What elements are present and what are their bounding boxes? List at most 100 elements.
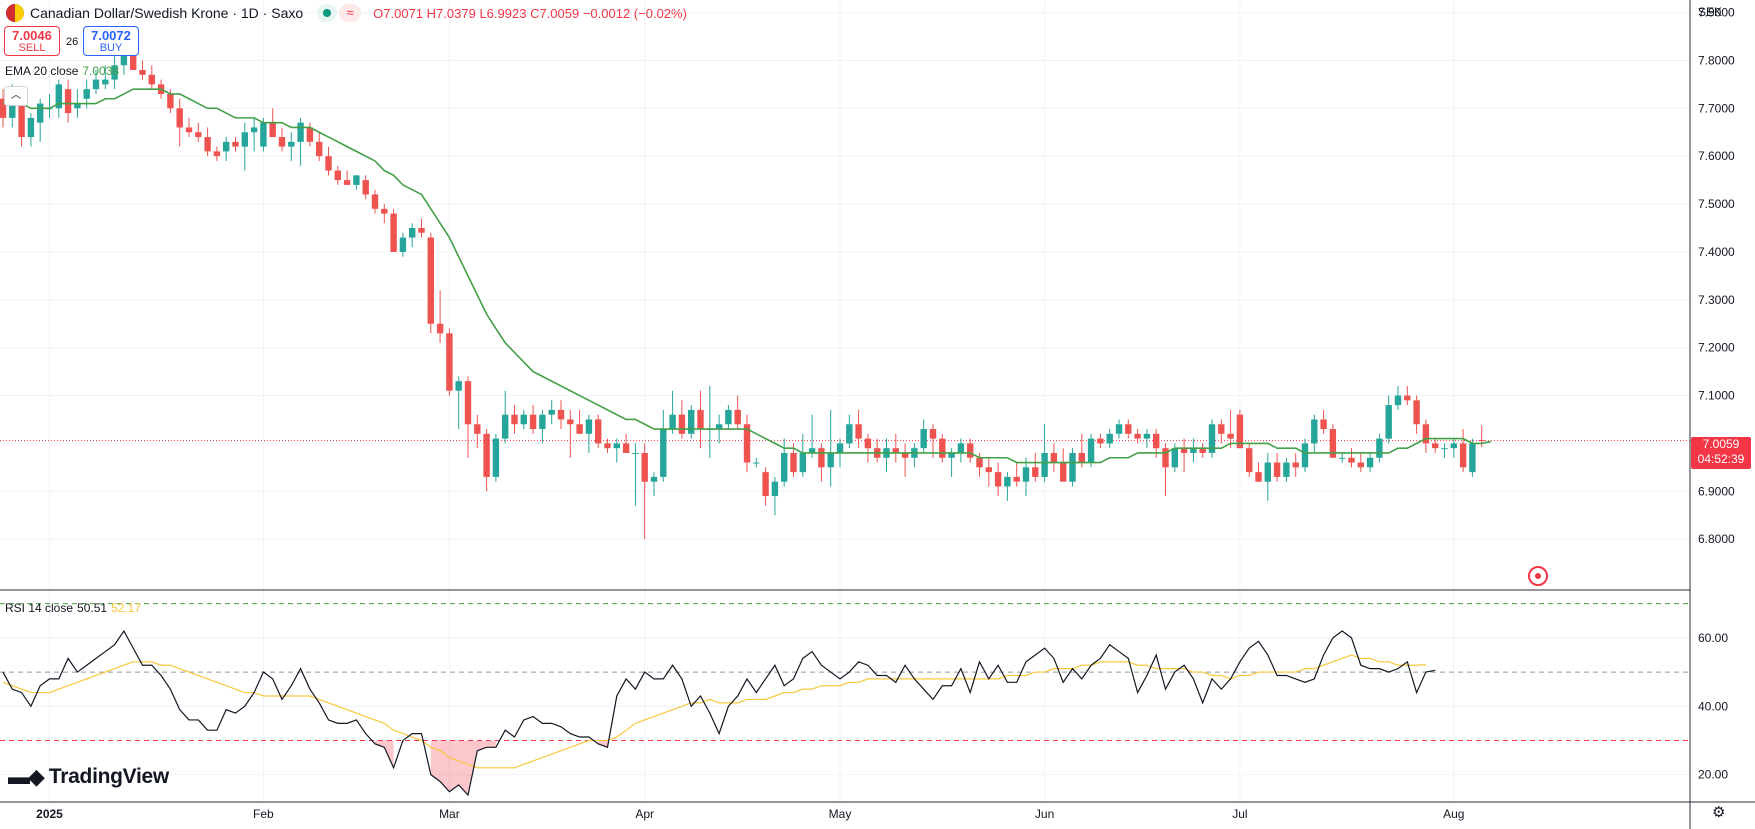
candle-body (27, 117, 35, 138)
candle-body (446, 333, 453, 391)
candle-body (622, 443, 630, 453)
ema-legend-value: 7.0038 (82, 64, 120, 78)
candle-body (1190, 448, 1197, 453)
candle-body (297, 122, 304, 142)
candle-body (55, 84, 62, 109)
currency-flag-icon (6, 4, 24, 22)
candle-body (1292, 462, 1299, 468)
time-tick-label: Mar (439, 807, 460, 821)
candle-body (511, 414, 518, 425)
candle-body (1171, 448, 1178, 468)
candle-body (957, 443, 965, 453)
candle-body (148, 74, 155, 85)
candle-body (650, 476, 658, 482)
candle-body (641, 452, 648, 482)
candle-body (185, 127, 193, 133)
tradingview-logo[interactable]: ▬◆ TradingView (8, 764, 169, 790)
candle-body (660, 429, 667, 477)
candle-body (827, 452, 834, 468)
candle-body (1078, 452, 1085, 463)
candle-body (92, 79, 100, 90)
last-price-tag: 7.0059 04:52:39 (1691, 437, 1751, 469)
wave-icon[interactable]: ≈ (339, 4, 362, 22)
candle-body (83, 89, 90, 99)
candle-body (130, 46, 137, 71)
price-tick-label: 6.9000 (1698, 484, 1735, 498)
candle-body (864, 438, 872, 449)
symbol-title[interactable]: Canadian Dollar/Swedish Krone · 1D · Sax… (30, 5, 304, 21)
candle-body (1087, 438, 1095, 463)
candle-body (1459, 443, 1467, 468)
candle-body (64, 89, 72, 114)
candle-body (892, 448, 899, 453)
candle-body (37, 103, 44, 123)
candle-body (362, 180, 369, 195)
time-tick-label: Aug (1443, 807, 1464, 821)
candle-body (1013, 476, 1020, 482)
rsi-legend-value: 50.51 (77, 601, 108, 615)
candle-body (920, 429, 927, 449)
price-tick-label: 7.8000 (1698, 53, 1735, 67)
candle-body (1283, 462, 1290, 477)
candle-body (1441, 448, 1448, 450)
candle-body (455, 381, 462, 391)
candle-body (102, 79, 109, 85)
sell-price: 7.0046 (12, 28, 52, 43)
candle-body (548, 409, 555, 415)
candle-body (808, 448, 816, 453)
candle-body (371, 194, 379, 209)
candle-body (1357, 462, 1364, 468)
rsi-ma-line (2, 654, 1426, 769)
market-status-icon[interactable] (317, 4, 338, 22)
candle-body (725, 409, 732, 425)
candle-body (632, 452, 639, 454)
collapse-legend-button[interactable]: ︿ (4, 86, 28, 106)
candle-body (390, 213, 397, 252)
candle-body (967, 443, 974, 458)
buy-label: BUY (99, 42, 123, 54)
candle-body (585, 419, 593, 434)
price-tick-label: 7.7000 (1698, 101, 1735, 115)
candle-body (1180, 448, 1188, 453)
rsi-tick-label: 40.00 (1698, 699, 1728, 713)
sell-button[interactable]: 7.0046 SELL (4, 26, 60, 56)
ema-legend[interactable]: EMA 20 close 7.0038 (5, 64, 119, 78)
candle-body (1069, 452, 1076, 482)
low-value: 6.9923 (486, 5, 527, 21)
candle-body (343, 180, 351, 185)
candle-body (1348, 457, 1355, 463)
candle-body (204, 137, 211, 152)
candle-body (790, 452, 797, 473)
oversold-area (375, 740, 394, 768)
candle-body (567, 419, 574, 425)
rsi-legend[interactable]: RSI 14 close 50.51 52.17 (5, 601, 141, 615)
candle-body (1199, 448, 1206, 453)
ema-line (3, 88, 1492, 464)
rsi-tick-label: 60.00 (1698, 631, 1728, 645)
candle-body (948, 452, 955, 458)
economic-event-icon[interactable] (1528, 566, 1548, 586)
candle-body (1218, 424, 1225, 434)
grid (0, 0, 1690, 802)
candle-body (1273, 462, 1281, 477)
candle-body (74, 103, 81, 109)
candle-body (1115, 424, 1123, 434)
candle-body (1264, 462, 1271, 482)
rsi-legend-label: RSI 14 close (5, 601, 74, 615)
candles (0, 41, 1485, 540)
candle-body (0, 98, 7, 118)
change-value: −0.0012 (−0.02%) (582, 5, 687, 21)
gear-icon[interactable]: ⚙ (1712, 804, 1726, 821)
currency-unit-label[interactable]: SEK (1698, 5, 1723, 19)
candle-body (1339, 457, 1346, 459)
candle-body (771, 481, 779, 497)
candle-body (1134, 433, 1141, 439)
candle-body (1329, 429, 1337, 458)
candle-body (1041, 452, 1048, 477)
candle-body (1125, 424, 1132, 434)
high-value: 7.0379 (436, 5, 476, 21)
buy-button[interactable]: 7.0072 BUY (83, 26, 139, 56)
candle-body (1143, 433, 1151, 439)
candle-body (743, 424, 751, 463)
